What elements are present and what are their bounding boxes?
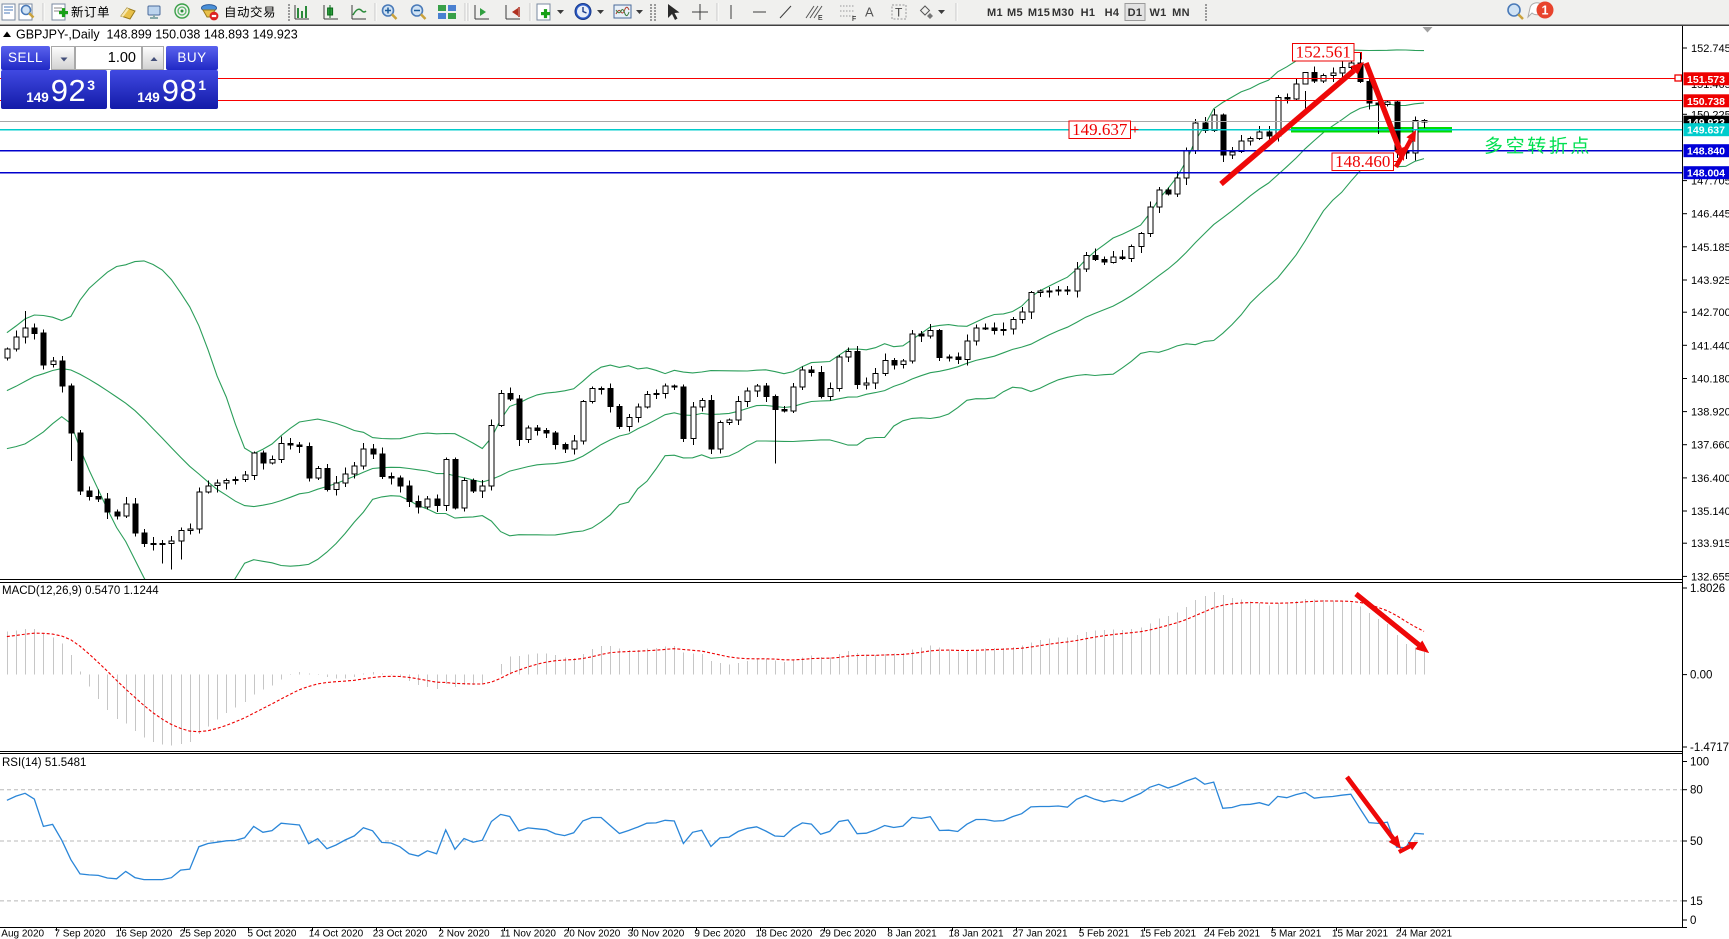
svg-text:149.637: 149.637 (1687, 125, 1725, 137)
svg-text:28 Aug 2020: 28 Aug 2020 (0, 929, 45, 939)
svg-text:F: F (852, 16, 856, 23)
svg-text:A: A (865, 5, 874, 20)
svg-text:M30: M30 (1052, 7, 1074, 19)
svg-text:132.655: 132.655 (1691, 571, 1729, 583)
svg-text:5 Feb 2021: 5 Feb 2021 (1079, 929, 1130, 939)
svg-text:0.00: 0.00 (1690, 670, 1712, 682)
svg-text:2 Nov 2020: 2 Nov 2020 (438, 929, 490, 939)
svg-text:MN: MN (1172, 7, 1190, 19)
svg-text:T: T (895, 6, 903, 20)
svg-text:152.745: 152.745 (1691, 43, 1729, 55)
svg-text:5 Mar 2021: 5 Mar 2021 (1271, 929, 1322, 939)
svg-text:9 Dec 2020: 9 Dec 2020 (694, 929, 746, 939)
svg-text:27 Jan 2021: 27 Jan 2021 (1012, 929, 1067, 939)
svg-text:142.700: 142.700 (1691, 307, 1729, 319)
svg-text:-1.4717: -1.4717 (1690, 742, 1729, 754)
svg-text:24 Mar 2021: 24 Mar 2021 (1396, 929, 1453, 939)
svg-text:14 Oct 2020: 14 Oct 2020 (309, 929, 364, 939)
svg-text:18 Jan 2021: 18 Jan 2021 (948, 929, 1003, 939)
svg-text:137.660: 137.660 (1691, 440, 1729, 452)
svg-text:140.180: 140.180 (1691, 374, 1729, 386)
svg-text:16 Sep 2020: 16 Sep 2020 (116, 929, 173, 939)
svg-text:141.440: 141.440 (1691, 340, 1729, 352)
svg-text:143.925: 143.925 (1691, 275, 1729, 287)
svg-text:138.920: 138.920 (1691, 407, 1729, 419)
svg-text:15: 15 (1690, 896, 1703, 908)
svg-text:50: 50 (1690, 836, 1703, 848)
svg-text:133.915: 133.915 (1691, 538, 1729, 550)
svg-text:135.140: 135.140 (1691, 506, 1729, 518)
svg-text:M15: M15 (1028, 7, 1050, 19)
svg-text:H4: H4 (1105, 7, 1120, 19)
svg-text:150.738: 150.738 (1687, 96, 1725, 108)
svg-text:11 Nov 2020: 11 Nov 2020 (500, 929, 556, 939)
svg-text:20 Nov 2020: 20 Nov 2020 (564, 929, 621, 939)
svg-text:W1: W1 (1149, 7, 1166, 19)
svg-text:7 Sep 2020: 7 Sep 2020 (54, 929, 106, 939)
svg-text:8 Jan 2021: 8 Jan 2021 (887, 929, 937, 939)
svg-text:1.8026: 1.8026 (1690, 583, 1725, 595)
svg-text:151.573: 151.573 (1687, 74, 1725, 86)
svg-text:152.561: 152.561 (1296, 43, 1351, 62)
svg-text:30 Nov 2020: 30 Nov 2020 (628, 929, 685, 939)
svg-text:145.185: 145.185 (1691, 242, 1729, 254)
svg-text:149.637: 149.637 (1072, 120, 1128, 139)
svg-text:RSI(14) 51.5481: RSI(14) 51.5481 (2, 757, 86, 769)
svg-text:H1: H1 (1081, 7, 1096, 19)
svg-text:148.460: 148.460 (1335, 152, 1390, 171)
svg-text:D1: D1 (1128, 7, 1143, 19)
svg-text:M5: M5 (1007, 7, 1023, 19)
svg-text:148.004: 148.004 (1687, 168, 1725, 180)
svg-text:148.840: 148.840 (1687, 146, 1725, 158)
svg-text:136.400: 136.400 (1691, 473, 1729, 485)
svg-text:15 Feb 2021: 15 Feb 2021 (1140, 929, 1197, 939)
svg-text:5 Oct 2020: 5 Oct 2020 (248, 929, 297, 939)
svg-text:29 Dec 2020: 29 Dec 2020 (820, 929, 877, 939)
svg-text:25 Sep 2020: 25 Sep 2020 (180, 929, 237, 939)
svg-text:24 Feb 2021: 24 Feb 2021 (1204, 929, 1261, 939)
svg-text:100: 100 (1690, 757, 1709, 769)
svg-text:E: E (818, 15, 823, 22)
svg-text:18 Dec 2020: 18 Dec 2020 (756, 929, 813, 939)
svg-text:0: 0 (1690, 915, 1696, 927)
svg-text:146.445: 146.445 (1691, 209, 1729, 221)
svg-text:80: 80 (1690, 785, 1703, 797)
svg-text:MACD(12,26,9) 0.5470 1.1244: MACD(12,26,9) 0.5470 1.1244 (2, 585, 159, 597)
svg-text:GBPJPY-,Daily 148.899 150.038: GBPJPY-,Daily 148.899 150.038 148.893 14… (16, 28, 298, 42)
svg-text:1: 1 (1542, 4, 1549, 18)
svg-text:15 Mar 2021: 15 Mar 2021 (1332, 929, 1389, 939)
svg-text:23 Oct 2020: 23 Oct 2020 (373, 929, 428, 939)
svg-text:M1: M1 (987, 7, 1003, 19)
